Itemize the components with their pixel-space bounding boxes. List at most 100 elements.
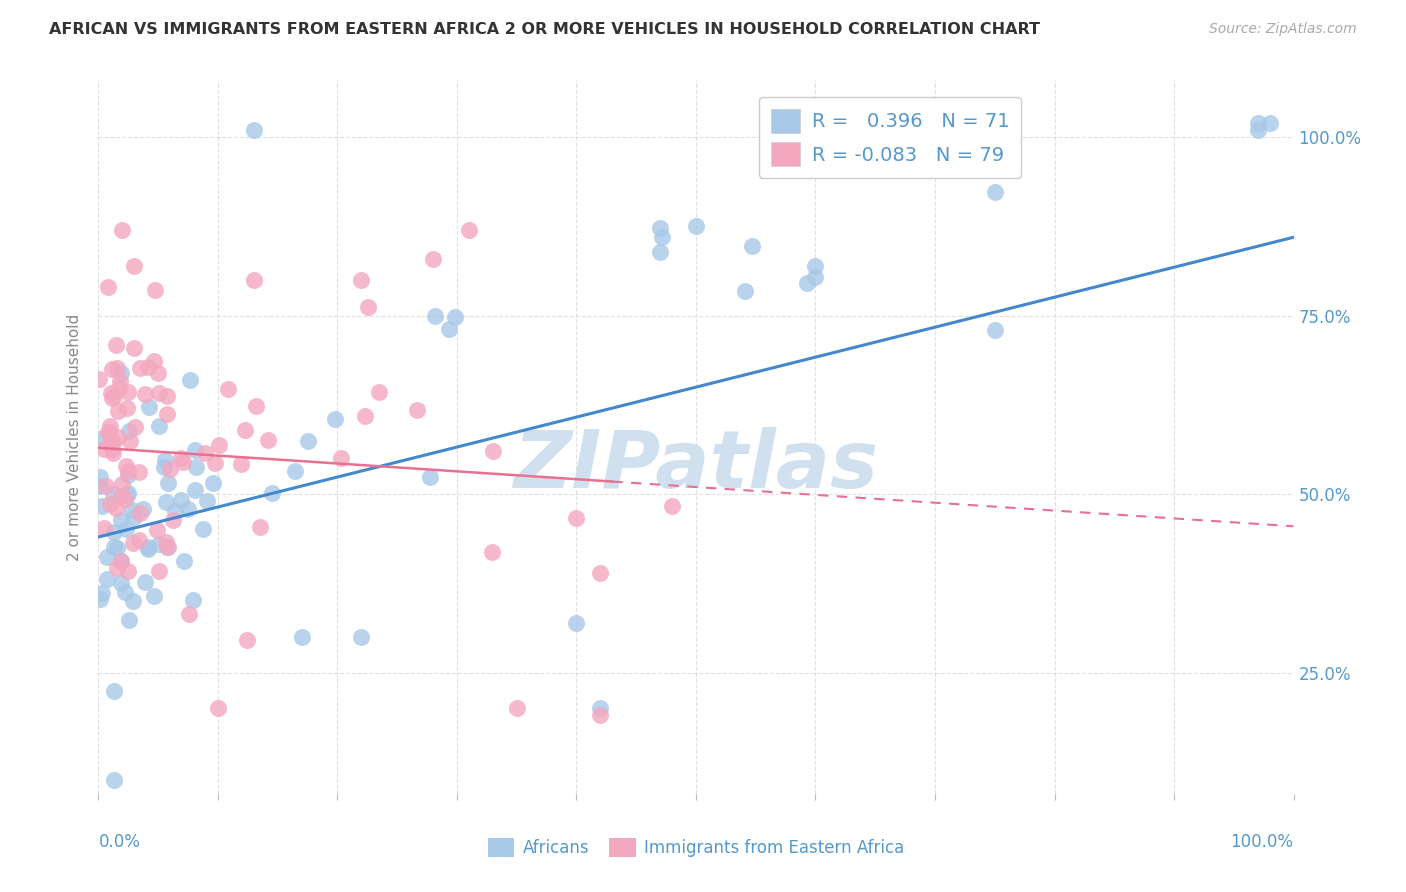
Point xyxy=(204,456,226,470)
Text: ZIPatlas: ZIPatlas xyxy=(513,426,879,505)
Point xyxy=(110,512,132,526)
Point xyxy=(155,453,177,467)
Point xyxy=(184,442,207,457)
Point xyxy=(207,701,229,715)
Point xyxy=(201,476,224,491)
Point xyxy=(194,446,217,460)
Point xyxy=(148,386,170,401)
Point xyxy=(796,276,818,290)
Point xyxy=(1247,116,1270,130)
Point xyxy=(110,553,132,567)
Point xyxy=(181,593,204,607)
Point xyxy=(741,238,763,252)
Point xyxy=(148,419,170,434)
Point xyxy=(589,566,612,581)
Point xyxy=(122,536,145,550)
Point xyxy=(117,485,139,500)
Point xyxy=(661,499,683,513)
Point xyxy=(146,523,169,537)
Point xyxy=(437,322,460,336)
Point xyxy=(159,462,181,476)
Point xyxy=(443,310,465,325)
Point xyxy=(118,425,141,439)
Point xyxy=(122,510,145,524)
Point xyxy=(565,511,588,525)
Point xyxy=(350,273,373,287)
Point xyxy=(100,433,122,447)
Point xyxy=(105,541,128,555)
Point xyxy=(589,701,612,715)
Point xyxy=(134,386,156,401)
Point xyxy=(157,541,180,555)
Point xyxy=(405,403,427,417)
Point xyxy=(177,607,200,621)
Point xyxy=(350,630,373,644)
Point xyxy=(117,464,139,478)
Point xyxy=(291,630,314,644)
Point xyxy=(110,554,132,568)
Point xyxy=(184,483,207,497)
Point xyxy=(648,221,672,235)
Point xyxy=(249,520,271,534)
Point xyxy=(98,425,121,439)
Point xyxy=(155,534,177,549)
Point xyxy=(231,457,253,471)
Point xyxy=(353,409,375,424)
Point xyxy=(357,300,380,314)
Point xyxy=(243,123,266,137)
Point xyxy=(96,549,118,564)
Point xyxy=(648,244,672,259)
Point xyxy=(170,450,193,465)
Point xyxy=(124,259,146,273)
Point xyxy=(90,499,112,513)
Point xyxy=(565,615,588,630)
Point xyxy=(165,504,187,518)
Point xyxy=(589,708,612,723)
Point xyxy=(172,455,194,469)
Point xyxy=(804,269,827,284)
Y-axis label: 2 or more Vehicles in Household: 2 or more Vehicles in Household xyxy=(67,313,83,561)
Point xyxy=(481,544,503,558)
Point xyxy=(122,594,145,608)
Point xyxy=(191,522,214,536)
Point xyxy=(97,425,120,440)
Point xyxy=(118,613,141,627)
Point xyxy=(115,488,138,502)
Point xyxy=(103,683,125,698)
Point xyxy=(96,572,118,586)
Point xyxy=(1247,123,1270,137)
Point xyxy=(425,309,447,323)
Point xyxy=(100,418,122,433)
Point xyxy=(101,487,124,501)
Point xyxy=(984,323,1007,337)
Point xyxy=(107,430,129,444)
Point xyxy=(217,382,239,396)
Point xyxy=(134,575,156,590)
Point xyxy=(129,506,152,520)
Point xyxy=(506,701,529,715)
Point xyxy=(256,434,278,448)
Point xyxy=(422,252,444,266)
Point xyxy=(111,223,134,237)
Point xyxy=(245,399,267,413)
Point xyxy=(89,470,111,484)
Point xyxy=(122,342,145,356)
Point xyxy=(685,219,707,233)
Point xyxy=(458,223,481,237)
Point xyxy=(105,360,128,375)
Point xyxy=(103,525,125,540)
Point xyxy=(108,374,131,388)
Point xyxy=(132,501,155,516)
Point xyxy=(233,423,256,437)
Point xyxy=(142,589,165,603)
Point xyxy=(156,475,179,490)
Point xyxy=(100,386,122,401)
Point xyxy=(136,540,159,554)
Point xyxy=(236,633,259,648)
Point xyxy=(87,372,110,386)
Point xyxy=(121,503,143,517)
Point xyxy=(128,533,150,547)
Point xyxy=(93,442,115,456)
Point xyxy=(177,502,200,516)
Point xyxy=(89,479,111,493)
